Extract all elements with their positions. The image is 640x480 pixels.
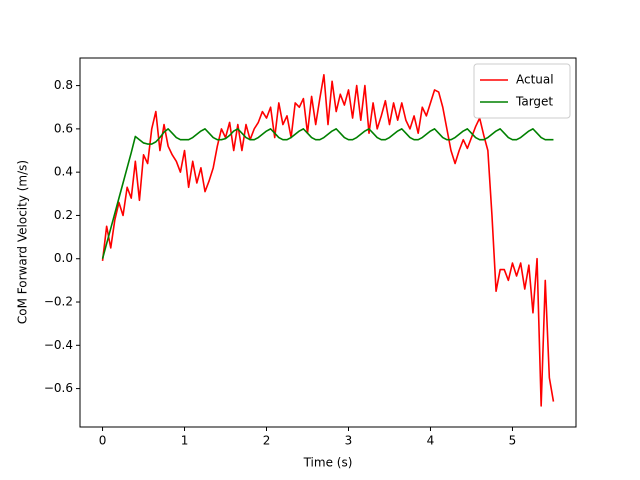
legend-box [473, 63, 571, 119]
y-tick-label: 0.4 [54, 165, 73, 179]
x-tick-label: 1 [181, 434, 189, 448]
x-tick-label: 2 [263, 434, 271, 448]
x-tick-label: 5 [509, 434, 517, 448]
y-tick-label: −0.4 [44, 338, 73, 352]
legend-label: Target [515, 95, 553, 109]
x-tick-label: 3 [345, 434, 353, 448]
x-axis-label: Time (s) [303, 456, 353, 470]
y-tick-label: −0.2 [44, 295, 73, 309]
y-tick-label: 0.8 [54, 78, 73, 92]
x-tick-label: 4 [427, 434, 435, 448]
x-tick-label: 0 [99, 434, 107, 448]
line-series [101, 73, 555, 407]
y-tick-label: 0.2 [54, 208, 73, 222]
legend-label: Actual [516, 73, 554, 87]
y-tick-label: 0.0 [54, 251, 73, 265]
y-tick-label: 0.6 [54, 121, 73, 135]
line-series [101, 128, 554, 259]
y-tick-label: −0.6 [44, 381, 73, 395]
y-axis-label: CoM Forward Velocity (m/s) [16, 160, 30, 324]
plot-frame [79, 57, 577, 428]
